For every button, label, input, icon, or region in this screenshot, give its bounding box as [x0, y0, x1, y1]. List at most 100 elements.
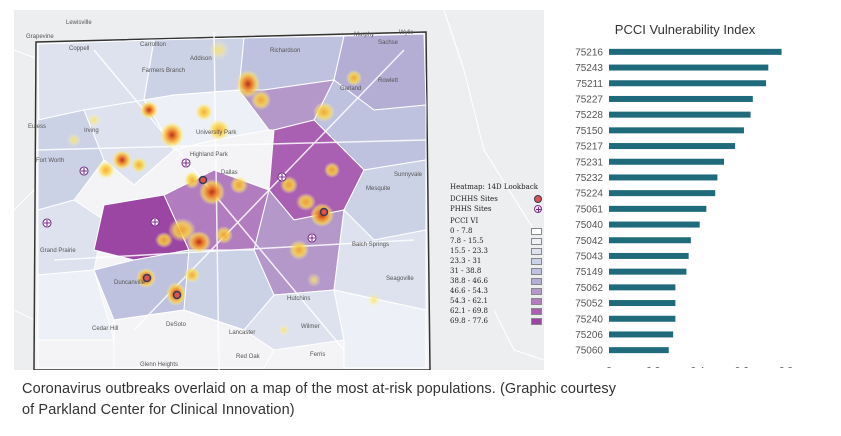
bar-75240 [609, 315, 676, 322]
bar-75243 [609, 64, 769, 71]
category-tick-label: 75243 [575, 63, 603, 74]
category-tick-label: 75232 [575, 173, 603, 184]
city-label: Sunnyvale [394, 172, 423, 178]
legend-swatch [531, 237, 542, 245]
legend-swatch [531, 307, 542, 315]
legend-range-label: 7.8 - 15.5 [450, 237, 484, 245]
legend-range-label: 31 - 38.8 [450, 267, 482, 275]
category-tick-label: 75224 [575, 189, 603, 200]
legend-range-row: 15.5 - 23.3 [450, 246, 544, 256]
city-label: Wilmer [301, 324, 320, 330]
city-label: Seagoville [386, 276, 414, 282]
city-label: Carrollton [140, 42, 166, 48]
phhs-site-marker [150, 217, 160, 227]
legend-ranges: 0 - 7.8 7.8 - 15.5 15.5 - 23.3 23.3 - 31 31 … [450, 226, 544, 326]
city-label: Lewisville [66, 20, 92, 26]
legend-range-label: 15.5 - 23.3 [450, 247, 488, 255]
legend-phhs-label: PHHS Sites [450, 205, 492, 213]
map-svg: Lewisville Grapevine Coppell Carrollton … [14, 10, 544, 370]
legend-swatch [531, 227, 542, 235]
city-label: Cedar Hill [92, 326, 118, 332]
legend-swatch [531, 297, 542, 305]
category-tick-label: 75061 [575, 204, 603, 215]
city-labels: Lewisville Grapevine Coppell Carrollton … [26, 20, 423, 368]
legend-vi-title: PCCI VI [450, 217, 479, 225]
city-label: Mesquite [366, 186, 391, 192]
category-tick-label: 75060 [575, 346, 603, 357]
legend-range-label: 0 - 7.8 [450, 227, 473, 235]
x-tick-label: 0.2 [646, 366, 660, 368]
bar-75231 [609, 158, 725, 165]
bar-75150 [609, 127, 744, 134]
chart-svg: 75216 75243 75211 75227 75228 75150 75217 75231… [575, 47, 793, 368]
legend-swatch [531, 317, 542, 325]
bar-75217 [609, 143, 736, 150]
city-label: Murphy [354, 32, 374, 38]
category-tick-label: 75040 [575, 220, 603, 231]
phhs-site-marker [307, 233, 317, 243]
legend-range-label: 23.3 - 31 [450, 257, 482, 265]
figure-caption: Coronavirus outbreaks overlaid on a map … [22, 379, 822, 421]
city-label: Highland Park [190, 152, 229, 158]
city-label: Richardson [270, 48, 300, 54]
category-tick-label: 75231 [575, 157, 603, 168]
bar-75042 [609, 237, 691, 244]
legend-range-label: 54.3 - 62.1 [450, 297, 488, 305]
bar-75052 [609, 300, 676, 307]
category-tick-label: 75227 [575, 94, 603, 105]
legend-range-row: 54.3 - 62.1 [450, 296, 544, 306]
city-label: University Park [196, 130, 237, 136]
category-tick-label: 75062 [575, 283, 603, 294]
bar-75060 [609, 347, 669, 354]
legend-range-row: 46.6 - 54.3 [450, 286, 544, 296]
category-tick-label: 75206 [575, 330, 603, 341]
bar-75211 [609, 80, 767, 87]
legend-range-row: 38.8 - 46.6 [450, 276, 544, 286]
city-label: Red Oak [236, 354, 261, 360]
legend-heatmap-label: Heatmap: 14D Lookback [450, 183, 538, 191]
legend-phhs-row: PHHS Sites [450, 204, 544, 214]
category-tick-label: 75240 [575, 314, 603, 325]
legend-swatch [531, 247, 542, 255]
legend-range-row: 23.3 - 31 [450, 256, 544, 266]
phhs-site-marker [42, 218, 52, 228]
legend-dchhs-row: DCHHS Sites [450, 194, 544, 204]
chart-title: PCCI Vulnerability Index [614, 22, 756, 37]
legend-range-label: 38.8 - 46.6 [450, 277, 488, 285]
legend-dchhs-label: DCHHS Sites [450, 195, 498, 203]
map-panel: Lewisville Grapevine Coppell Carrollton … [14, 10, 544, 370]
bar-75040 [609, 221, 700, 228]
phhs-site-marker [79, 166, 89, 176]
vulnerability-chart: 75216 75243 75211 75227 75228 75150 75217 75231… [560, 18, 830, 368]
city-label: Grand Prairie [40, 248, 76, 254]
city-label: Dallas [221, 170, 238, 176]
dchhs-site-marker [198, 175, 208, 185]
phhs-marker-icon [534, 205, 542, 213]
legend-range-row: 69.8 - 77.6 [450, 316, 544, 326]
legend-range-label: 46.6 - 54.3 [450, 287, 488, 295]
city-label: Euless [28, 124, 46, 130]
bar-75062 [609, 284, 676, 291]
map-legend: Heatmap: 14D Lookback DCHHS Sites PHHS S… [450, 182, 544, 326]
category-tick-label: 75217 [575, 142, 603, 153]
city-label: Irving [84, 128, 99, 134]
dchhs-site-marker [319, 207, 329, 217]
legend-range-label: 69.8 - 77.6 [450, 317, 488, 325]
legend-range-row: 7.8 - 15.5 [450, 236, 544, 246]
category-tick-label: 75211 [576, 79, 604, 90]
legend-range-row: 31 - 38.8 [450, 266, 544, 276]
bar-75228 [609, 111, 751, 118]
city-label: Lancaster [229, 330, 255, 336]
bar-75227 [609, 95, 753, 102]
x-tick-label: 0.8 [779, 366, 793, 368]
bar-75149 [609, 268, 687, 275]
city-label: Hutchins [287, 296, 310, 302]
legend-range-row: 62.1 - 69.8 [450, 306, 544, 316]
bar-75216 [609, 48, 782, 55]
category-tick-label: 75042 [575, 236, 603, 247]
x-tick-label: 0.6 [735, 366, 749, 368]
category-tick-label: 75043 [575, 251, 603, 262]
bar-75232 [609, 174, 718, 181]
city-label: Farmers Branch [142, 68, 185, 74]
city-label: DeSoto [166, 322, 187, 328]
